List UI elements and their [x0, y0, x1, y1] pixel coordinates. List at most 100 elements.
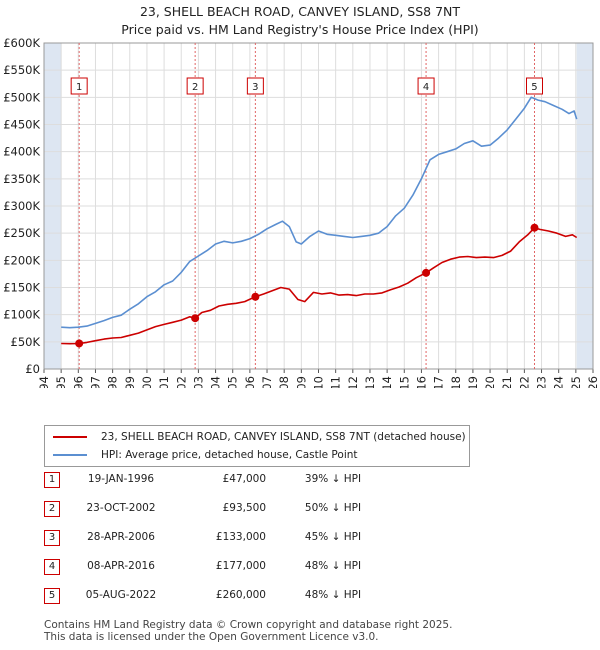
sale-label-text: 1 — [76, 82, 82, 93]
y-tick-label: £250K — [3, 226, 40, 240]
sale-row: 4 08-APR-2016 £177,000 48% ↓ HPI — [44, 557, 444, 577]
sale-number-badge: 2 — [44, 501, 60, 517]
x-tick-label: 2024 — [552, 376, 566, 388]
y-tick-label: £50K — [11, 335, 41, 349]
y-tick-label: £550K — [3, 63, 40, 77]
series-line-property — [61, 226, 578, 345]
x-tick-label: 2013 — [363, 376, 377, 388]
x-tick-label: 2022 — [517, 376, 531, 388]
sale-number-badge: 3 — [44, 530, 60, 546]
legend-label-hpi: HPI: Average price, detached house, Cast… — [101, 449, 358, 461]
sale-date: 19-JAN-1996 — [87, 473, 155, 485]
x-tick-label: 1999 — [123, 376, 137, 388]
x-tick-label: 2019 — [466, 376, 480, 388]
x-tick-label: 2005 — [226, 376, 240, 388]
sale-hpi-diff: 48% ↓ HPI — [304, 560, 362, 572]
sale-point-2 — [191, 314, 200, 323]
sale-price: £93,500 — [222, 502, 266, 514]
sale-price: £177,000 — [215, 560, 266, 572]
legend-swatch-hpi — [53, 454, 87, 456]
legend-item-hpi: HPI: Average price, detached house, Cast… — [53, 447, 358, 463]
sale-point-1 — [75, 339, 84, 348]
sale-point-5 — [530, 223, 539, 232]
sale-label-box — [246, 77, 264, 95]
sale-label-text: 2 — [192, 82, 198, 93]
sale-point-4 — [422, 268, 431, 277]
x-tick-label: 2017 — [432, 376, 446, 388]
x-tick-label: 2015 — [397, 376, 411, 388]
legend-item-property: 23, SHELL BEACH ROAD, CANVEY ISLAND, SS8… — [53, 429, 466, 445]
y-tick-label: £350K — [3, 172, 40, 186]
series-line-hpi — [61, 96, 578, 329]
sale-point-3 — [251, 292, 260, 301]
x-tick-label: 2014 — [380, 376, 394, 388]
sale-row: 1 19-JAN-1996 £47,000 39% ↓ HPI — [44, 470, 444, 490]
x-tick-label: 2008 — [277, 376, 291, 388]
x-tick-label: 2023 — [535, 376, 549, 388]
x-tick-label: 2016 — [414, 376, 428, 388]
sale-label-text: 3 — [252, 82, 258, 93]
footer-line-1: Contains HM Land Registry data © Crown c… — [44, 619, 453, 631]
y-tick-label: £600K — [3, 38, 40, 50]
footer: Contains HM Land Registry data © Crown c… — [44, 619, 452, 643]
sale-label-box — [70, 77, 88, 95]
x-tick-label: 2020 — [483, 376, 497, 388]
legend: 23, SHELL BEACH ROAD, CANVEY ISLAND, SS8… — [44, 425, 470, 467]
sale-label-3: 3 — [246, 77, 264, 95]
sale-hpi-diff: 45% ↓ HPI — [304, 531, 362, 543]
x-tick-label: 2002 — [174, 376, 188, 388]
sale-label-text: 5 — [531, 82, 537, 93]
y-tick-label: £400K — [3, 145, 40, 159]
x-tick-label: 1997 — [88, 376, 102, 388]
sale-label-1: 1 — [70, 77, 88, 95]
y-tick-label: £200K — [3, 253, 40, 267]
x-tick-label: 2021 — [500, 376, 514, 388]
y-tick-label: £150K — [3, 281, 40, 295]
x-tick-label: 2010 — [312, 376, 326, 388]
sale-row: 3 28-APR-2006 £133,000 45% ↓ HPI — [44, 528, 444, 548]
x-tick-label: 2001 — [157, 376, 171, 388]
sale-label-text: 4 — [423, 82, 429, 93]
sale-hpi-diff: 48% ↓ HPI — [304, 589, 362, 601]
y-tick-label: £0 — [25, 362, 40, 376]
x-tick-label: 2004 — [209, 376, 223, 388]
x-tick-label: 1995 — [54, 376, 68, 388]
x-tick-label: 2000 — [140, 376, 154, 388]
x-tick-label: 1998 — [106, 376, 120, 388]
x-tick-label: 2018 — [449, 376, 463, 388]
title-line-1: 23, SHELL BEACH ROAD, CANVEY ISLAND, SS8… — [139, 4, 461, 19]
legend-label-property: 23, SHELL BEACH ROAD, CANVEY ISLAND, SS8… — [101, 431, 466, 443]
y-tick-label: £500K — [3, 90, 40, 104]
sale-number-badge: 1 — [44, 472, 60, 488]
x-tick-label: 2011 — [329, 376, 343, 388]
sale-date: 23-OCT-2002 — [86, 502, 156, 514]
sale-price: £47,000 — [222, 473, 266, 485]
sale-hpi-diff: 50% ↓ HPI — [304, 502, 362, 514]
sale-label-box — [417, 77, 435, 95]
x-tick-label: 2003 — [191, 376, 205, 388]
sale-label-5: 5 — [525, 77, 543, 95]
sale-label-box — [525, 77, 543, 95]
footer-line-2: This data is licensed under the Open Gov… — [44, 631, 379, 643]
sale-row: 5 05-AUG-2022 £260,000 48% ↓ HPI — [44, 586, 444, 606]
x-tick-label: 1996 — [71, 376, 85, 388]
sale-date: 28-APR-2006 — [87, 531, 155, 543]
sale-hpi-diff: 39% ↓ HPI — [304, 473, 362, 485]
y-tick-label: £300K — [3, 199, 40, 213]
sale-number-badge: 4 — [44, 559, 60, 575]
sale-label-box — [186, 77, 204, 95]
sale-label-2: 2 — [186, 77, 204, 95]
legend-swatch-property — [53, 436, 87, 438]
y-tick-label: £100K — [3, 308, 40, 322]
sale-date: 08-APR-2016 — [87, 560, 155, 572]
price-chart: £0 £50K £100K £150K £200K £250K £300K £350K £400… — [3, 38, 600, 388]
chart-title: 23, SHELL BEACH ROAD, CANVEY ISLAND, SS8… — [0, 3, 600, 39]
sale-label-4: 4 — [417, 77, 435, 95]
sale-date: 05-AUG-2022 — [85, 589, 157, 601]
x-tick-label: 2007 — [260, 376, 274, 388]
sale-price: £260,000 — [215, 589, 266, 601]
x-tick-label: 2009 — [294, 376, 308, 388]
sale-price: £133,000 — [215, 531, 266, 543]
x-tick-label: 2006 — [243, 376, 257, 388]
x-tick-label: 2025 — [569, 376, 583, 388]
